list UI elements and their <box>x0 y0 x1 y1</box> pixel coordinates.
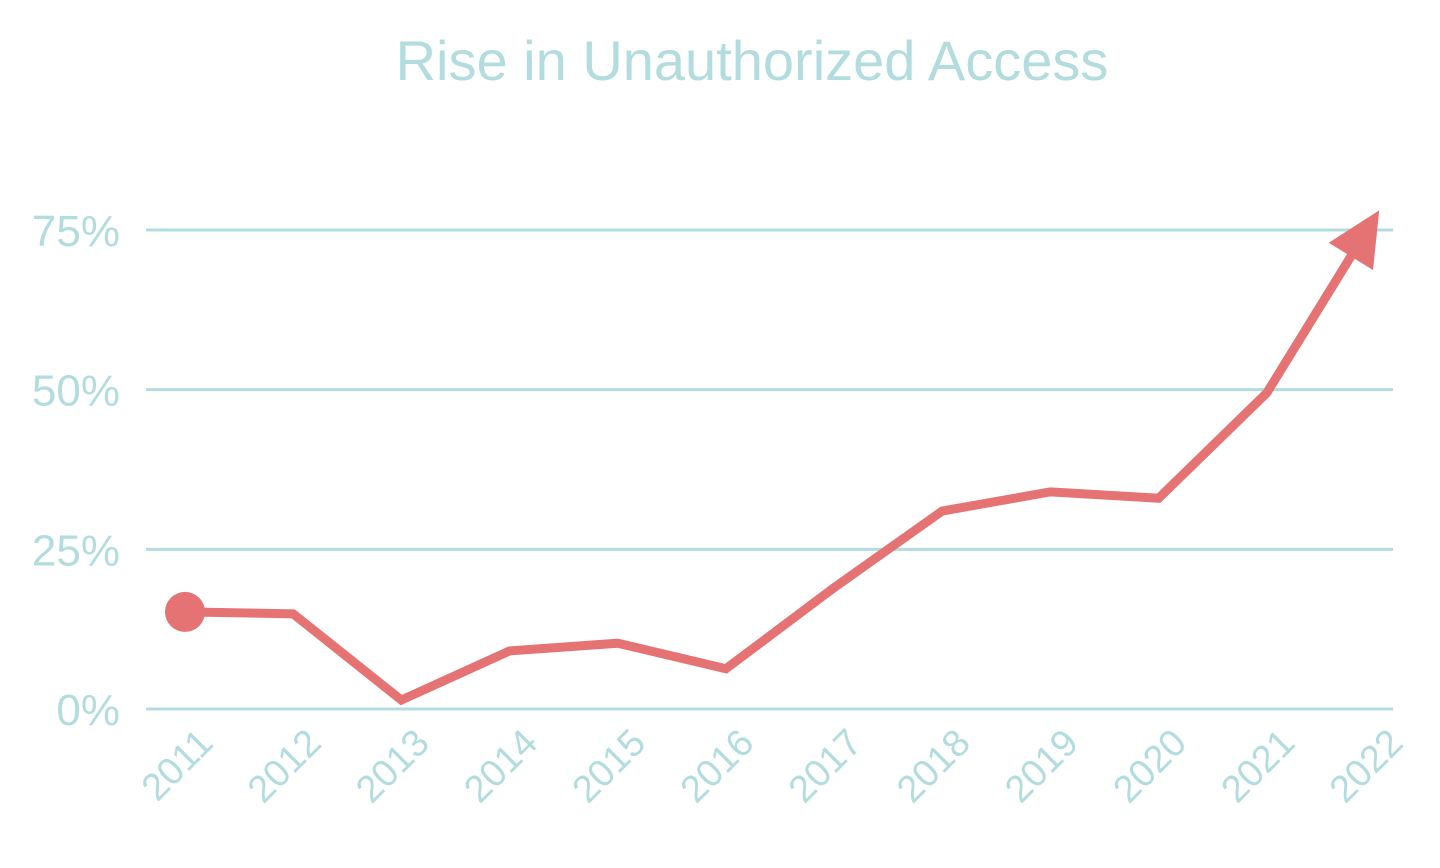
x-tick-label: 2013 <box>348 722 437 811</box>
x-tick-label: 2014 <box>456 722 545 811</box>
x-tick-label: 2017 <box>781 722 870 811</box>
x-tick-label: 2022 <box>1322 722 1411 811</box>
x-tick-label: 2021 <box>1214 722 1303 811</box>
series-layer <box>165 210 1380 706</box>
chart-title: Rise in Unauthorized Access <box>396 29 1109 92</box>
start-marker-circle <box>165 591 205 632</box>
arrowhead-icon <box>1328 210 1380 271</box>
gridlines <box>146 228 1393 711</box>
y-tick-label: 50% <box>32 367 120 416</box>
series-line <box>184 250 1357 706</box>
y-tick-label: 25% <box>32 526 120 575</box>
x-tick-label: 2020 <box>1106 722 1195 811</box>
x-tick-label: 2011 <box>134 722 221 809</box>
y-tick-label: 75% <box>32 207 120 256</box>
y-tick-label: 0% <box>56 686 120 735</box>
y-axis-ticks: 0% 25% 50% 75% <box>32 207 120 735</box>
x-tick-label: 2018 <box>889 722 978 811</box>
x-tick-label: 2012 <box>240 722 329 811</box>
x-tick-label: 2015 <box>565 722 654 811</box>
x-tick-label: 2016 <box>673 722 762 811</box>
x-tick-label: 2019 <box>997 722 1086 811</box>
x-axis-ticks: 2011 2012 2013 2014 2015 2016 2017 2018 2019 2020… <box>134 722 1411 811</box>
